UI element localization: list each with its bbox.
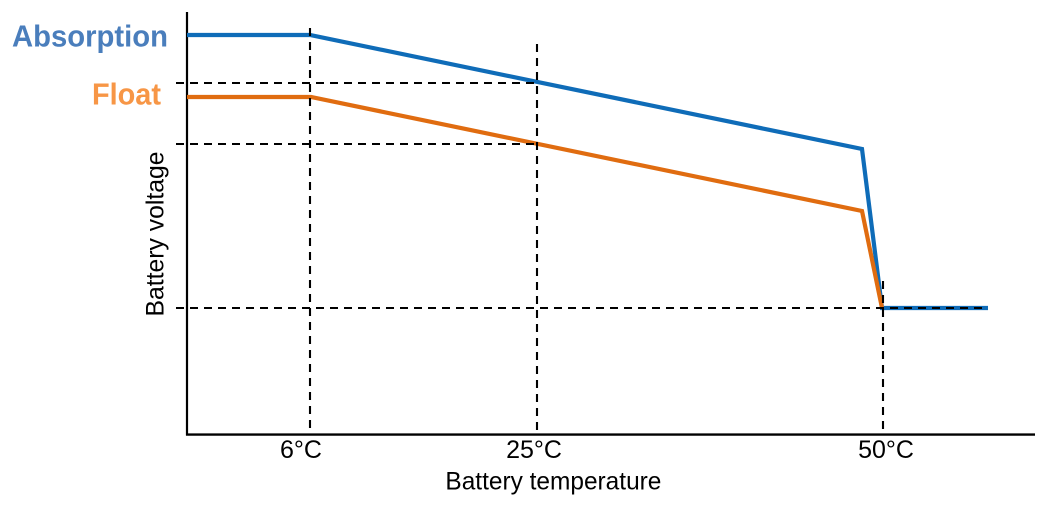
svg-text:Battery voltage: Battery voltage (142, 152, 170, 317)
svg-text:Battery temperature: Battery temperature (445, 468, 661, 496)
svg-text:Float: Float (92, 77, 161, 112)
svg-text:50°C: 50°C (858, 436, 914, 464)
svg-text:25°C: 25°C (506, 436, 562, 464)
svg-text:6°C: 6°C (280, 436, 322, 464)
svg-text:Absorption: Absorption (12, 19, 168, 54)
